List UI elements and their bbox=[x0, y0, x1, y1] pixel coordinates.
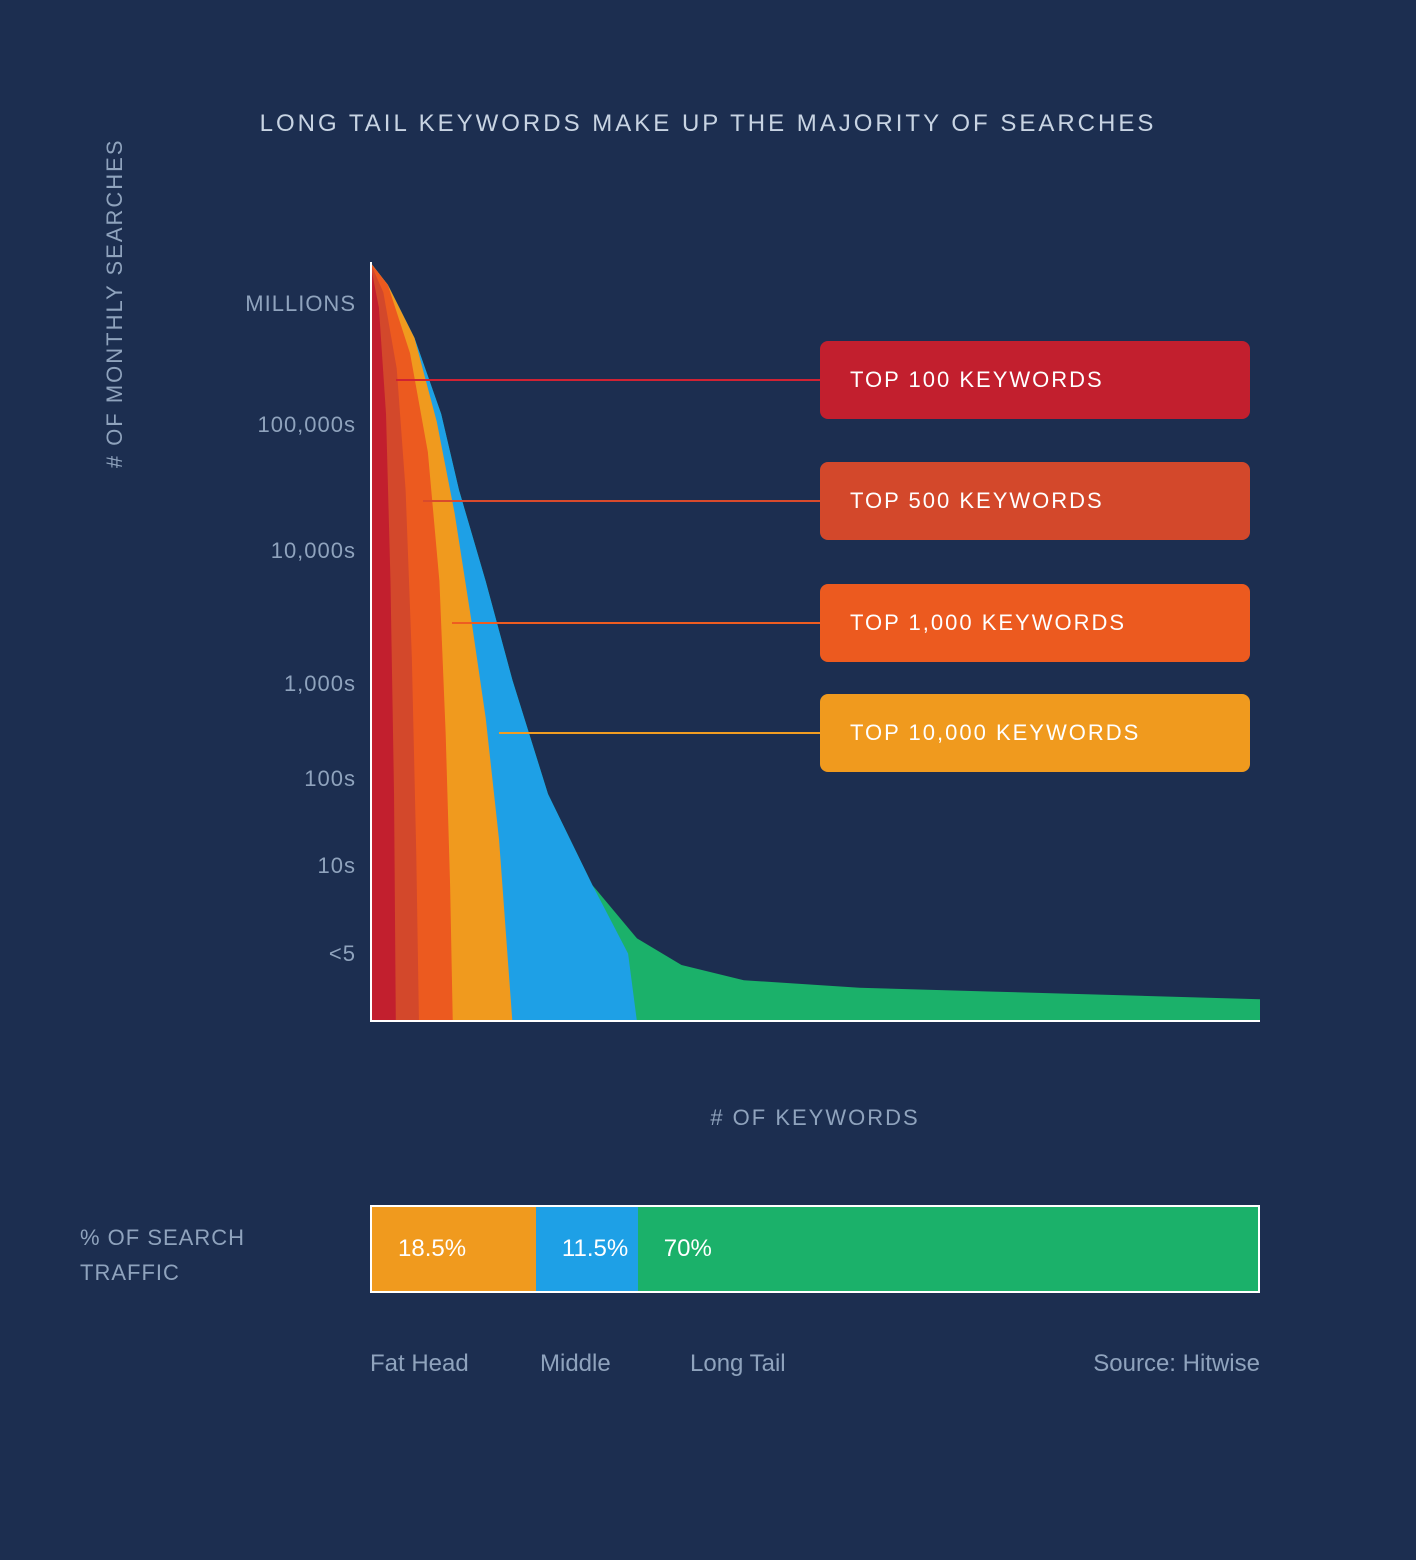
traffic-bar: 18.5%11.5%70% bbox=[370, 1205, 1260, 1293]
chart-title: LONG TAIL KEYWORDS MAKE UP THE MAJORITY … bbox=[0, 110, 1416, 138]
traffic-seg-long-tail: 70% bbox=[638, 1207, 1258, 1291]
y-tick: 100,000s bbox=[257, 412, 356, 438]
y-tick: 1,000s bbox=[284, 671, 356, 697]
y-tick: 100s bbox=[304, 766, 356, 792]
callout-box: TOP 100 KEYWORDS bbox=[820, 341, 1250, 419]
category-label: Fat Head bbox=[370, 1350, 469, 1378]
y-tick: <5 bbox=[329, 941, 356, 967]
category-label: Middle bbox=[540, 1350, 611, 1378]
y-axis-label: # OF MONTHLY SEARCHES bbox=[102, 138, 128, 468]
callout-box: TOP 1,000 KEYWORDS bbox=[820, 584, 1250, 662]
y-tick: MILLIONS bbox=[245, 291, 356, 317]
callout-line bbox=[423, 500, 820, 502]
category-label: Long Tail bbox=[690, 1350, 786, 1378]
callout-line bbox=[499, 732, 820, 734]
infographic-root: LONG TAIL KEYWORDS MAKE UP THE MAJORITY … bbox=[0, 0, 1416, 1560]
callout-box: TOP 500 KEYWORDS bbox=[820, 462, 1250, 540]
traffic-bar-label: % OF SEARCH TRAFFIC bbox=[80, 1220, 330, 1290]
callout-line bbox=[396, 379, 820, 381]
callout-line bbox=[452, 622, 820, 624]
source-label: Source: Hitwise bbox=[1093, 1350, 1260, 1378]
callout-box: TOP 10,000 KEYWORDS bbox=[820, 694, 1250, 772]
traffic-seg-fat-head: 18.5% bbox=[372, 1207, 536, 1291]
traffic-seg-middle: 11.5% bbox=[536, 1207, 638, 1291]
y-tick: 10s bbox=[318, 853, 356, 879]
y-tick: 10,000s bbox=[271, 538, 356, 564]
x-axis-label: # OF KEYWORDS bbox=[370, 1105, 1260, 1131]
